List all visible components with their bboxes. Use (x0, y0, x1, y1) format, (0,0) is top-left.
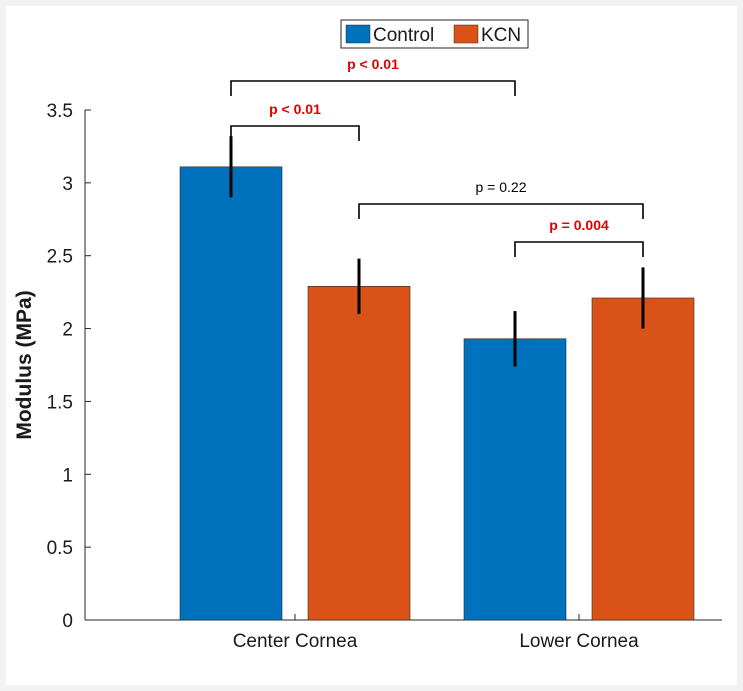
legend-swatch-control (345, 24, 371, 44)
y-tick-label: 3.5 (47, 101, 73, 122)
y-tick-label: 2.5 (47, 247, 73, 268)
legend-label-control: Control (373, 25, 434, 46)
significance-label: p = 0.004 (549, 217, 609, 233)
bar-control-2 (463, 338, 567, 621)
y-axis-label: Modulus (MPa) (13, 290, 36, 439)
significance-label: p < 0.01 (269, 101, 321, 117)
bar-kcn-2 (591, 297, 695, 621)
significance-label: p < 0.01 (347, 56, 399, 72)
significance-bracket (230, 80, 516, 96)
significance-label: p = 0.22 (476, 179, 527, 195)
bar-chart: 0 0.5 1 1.5 2 2.5 3 3.5 Center Cornea Lower Corne… (13, 19, 722, 652)
legend-swatch-kcn (453, 24, 479, 44)
y-tick-label: 0.5 (47, 538, 73, 559)
significance-bracket (230, 125, 360, 141)
y-tick-label: 0 (62, 611, 73, 632)
x-tick-label: Center Cornea (233, 631, 358, 652)
bar-kcn-1 (307, 286, 411, 621)
legend-label-kcn: KCN (481, 25, 521, 46)
y-tick-label: 1.5 (47, 392, 73, 413)
significance-bracket (514, 241, 644, 257)
y-tick-label: 2 (62, 320, 73, 341)
bar-control-1 (179, 166, 283, 621)
y-tick-label: 3 (62, 174, 73, 195)
y-tick-label: 1 (62, 465, 73, 486)
legend-box (340, 19, 529, 49)
figure-panel: 0 0.5 1 1.5 2 2.5 3 3.5 Center Cornea Lower Corne… (6, 6, 737, 685)
x-tick-label: Lower Cornea (519, 631, 639, 652)
significance-bracket (358, 203, 644, 219)
